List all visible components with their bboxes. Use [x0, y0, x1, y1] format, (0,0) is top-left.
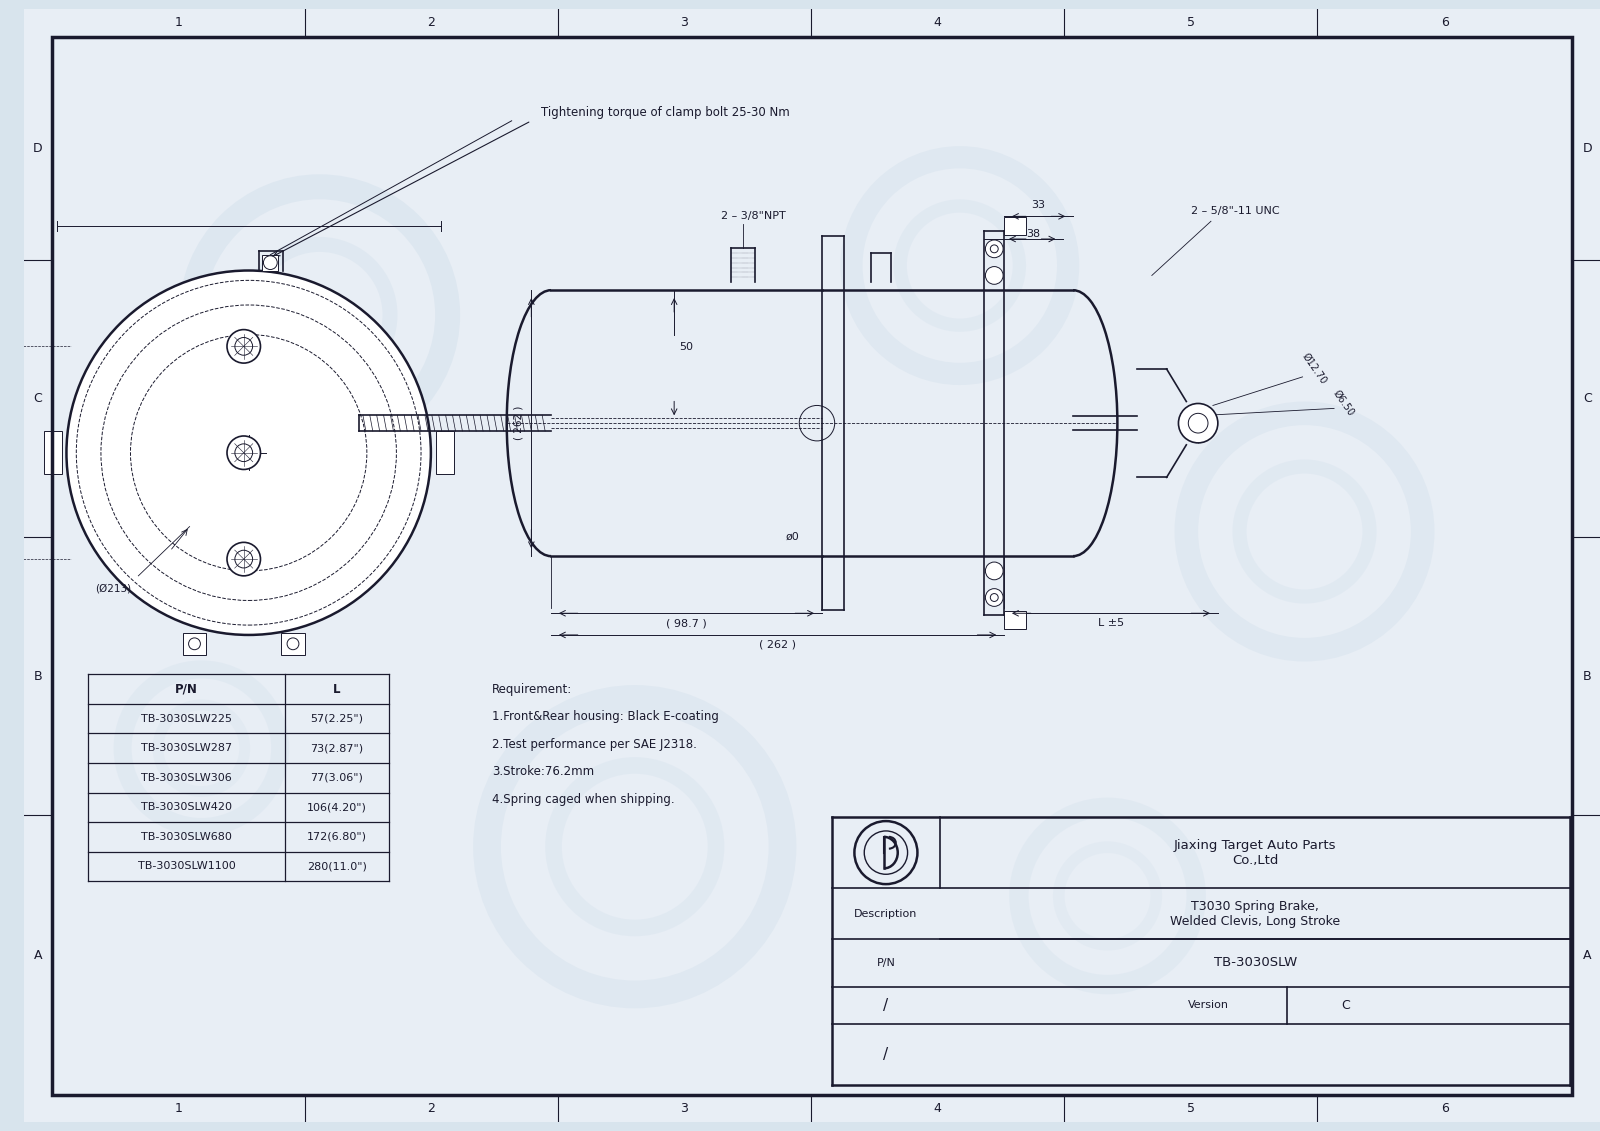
Circle shape	[264, 256, 277, 269]
Circle shape	[986, 562, 1003, 580]
Text: 57(2.25"): 57(2.25")	[310, 714, 363, 724]
Text: C: C	[1582, 392, 1592, 405]
Text: 5: 5	[1187, 1103, 1195, 1115]
Text: 2 – 5/8"-11 UNC: 2 – 5/8"-11 UNC	[1192, 207, 1280, 216]
Text: B: B	[1582, 670, 1592, 683]
Text: 6: 6	[1442, 16, 1450, 28]
Bar	[262, 254, 278, 270]
Text: 2 – 3/8"NPT: 2 – 3/8"NPT	[720, 211, 786, 222]
Text: 33: 33	[1032, 199, 1045, 209]
Text: T3030 Spring Brake,
Welded Clevis, Long Stroke: T3030 Spring Brake, Welded Clevis, Long …	[1170, 899, 1341, 927]
Text: TB-3030SLW: TB-3030SLW	[1214, 957, 1298, 969]
Text: 2.Test performance per SAE J2318.: 2.Test performance per SAE J2318.	[491, 737, 698, 751]
Circle shape	[986, 588, 1003, 606]
Text: D: D	[1582, 141, 1592, 155]
Text: 3.Stroke:76.2mm: 3.Stroke:76.2mm	[491, 766, 594, 778]
Text: Requirement:: Requirement:	[491, 683, 573, 696]
Text: Ø12.70: Ø12.70	[1301, 352, 1328, 387]
Text: 1.Front&Rear housing: Black E-coating: 1.Front&Rear housing: Black E-coating	[491, 710, 718, 723]
Circle shape	[67, 270, 430, 634]
Text: 2: 2	[427, 16, 435, 28]
Bar	[1005, 611, 1026, 629]
Text: C: C	[1341, 999, 1350, 1012]
Circle shape	[227, 435, 261, 469]
Text: 73(2.87"): 73(2.87")	[310, 743, 363, 753]
Text: 2: 2	[427, 1103, 435, 1115]
Text: A: A	[1582, 949, 1592, 961]
Text: TB-3030SLW225: TB-3030SLW225	[141, 714, 232, 724]
Circle shape	[227, 543, 261, 576]
Polygon shape	[43, 431, 61, 474]
Text: D: D	[34, 141, 43, 155]
Text: A: A	[34, 949, 42, 961]
Text: TB-3030SLW287: TB-3030SLW287	[141, 743, 232, 753]
Circle shape	[986, 240, 1003, 258]
Bar	[1005, 217, 1026, 235]
Bar	[282, 633, 306, 655]
Text: /: /	[883, 998, 888, 1012]
Circle shape	[227, 329, 261, 363]
Circle shape	[1179, 404, 1218, 443]
Text: 3: 3	[680, 1103, 688, 1115]
Text: 4.Spring caged when shipping.: 4.Spring caged when shipping.	[491, 793, 675, 806]
Text: Ø6.50: Ø6.50	[1331, 389, 1357, 418]
Text: 3: 3	[680, 16, 688, 28]
Text: 106(4.20"): 106(4.20")	[307, 802, 366, 812]
Text: ( 262 ): ( 262 )	[758, 640, 797, 650]
Text: TB-3030SLW306: TB-3030SLW306	[141, 772, 232, 783]
Text: 1: 1	[174, 1103, 182, 1115]
Text: 1: 1	[174, 16, 182, 28]
Text: TB-3030SLW420: TB-3030SLW420	[141, 802, 232, 812]
Text: 38: 38	[1027, 230, 1040, 239]
Text: 4: 4	[934, 16, 941, 28]
Text: P/N: P/N	[174, 683, 198, 696]
Text: 50: 50	[678, 342, 693, 352]
Text: 5: 5	[1187, 16, 1195, 28]
Text: Description: Description	[854, 908, 918, 918]
Text: Tightening torque of clamp bolt 25-30 Nm: Tightening torque of clamp bolt 25-30 Nm	[541, 106, 790, 120]
Text: (Ø213): (Ø213)	[94, 584, 131, 594]
Text: 172(6.80"): 172(6.80")	[307, 831, 366, 841]
Text: Jiaxing Target Auto Parts
Co.,Ltd: Jiaxing Target Auto Parts Co.,Ltd	[1174, 838, 1336, 866]
Text: B: B	[34, 670, 42, 683]
Text: TB-3030SLW1100: TB-3030SLW1100	[138, 862, 235, 871]
Bar	[182, 633, 206, 655]
Circle shape	[986, 267, 1003, 284]
Text: TB-3030SLW680: TB-3030SLW680	[141, 831, 232, 841]
Text: Version: Version	[1187, 1000, 1229, 1010]
Text: ( 98.7 ): ( 98.7 )	[666, 619, 707, 628]
Text: 4: 4	[934, 1103, 941, 1115]
Text: 77(3.06"): 77(3.06")	[310, 772, 363, 783]
Text: L ±5: L ±5	[1098, 619, 1125, 628]
Text: ( 262 ): ( 262 )	[514, 406, 523, 440]
Text: C: C	[34, 392, 42, 405]
Text: 280(11.0"): 280(11.0")	[307, 862, 366, 871]
Text: 6: 6	[1442, 1103, 1450, 1115]
Text: /: /	[883, 1047, 888, 1062]
Text: L: L	[333, 683, 341, 696]
Text: ø0: ø0	[786, 532, 800, 542]
Text: P/N: P/N	[877, 958, 896, 968]
Polygon shape	[435, 431, 453, 474]
